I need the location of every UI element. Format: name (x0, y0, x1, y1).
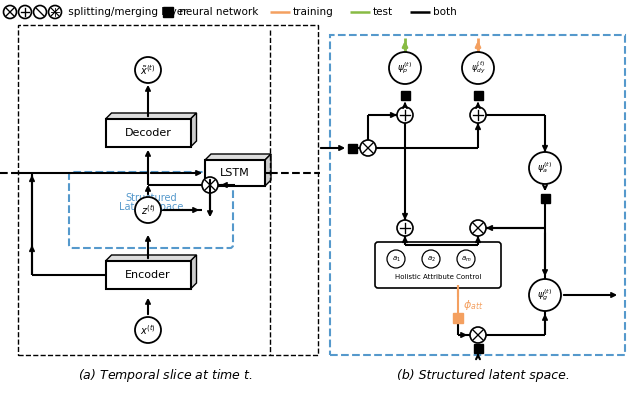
Text: $\phi_{att}$: $\phi_{att}$ (463, 298, 483, 312)
Circle shape (470, 327, 486, 343)
Circle shape (389, 52, 421, 84)
Bar (474, 344, 483, 353)
Polygon shape (205, 154, 271, 160)
Text: Holistic Attribute Control: Holistic Attribute Control (395, 274, 481, 280)
Text: neural network: neural network (176, 7, 259, 17)
Polygon shape (265, 154, 271, 186)
Text: training: training (293, 7, 333, 17)
Text: test: test (373, 7, 393, 17)
Text: $\psi_g^{(t)}$: $\psi_g^{(t)}$ (538, 287, 552, 303)
Text: Structured: Structured (125, 193, 177, 203)
Circle shape (202, 177, 218, 193)
Text: $x^{(t)}$: $x^{(t)}$ (140, 323, 156, 337)
Text: LSTM: LSTM (220, 168, 250, 178)
Text: Decoder: Decoder (125, 128, 172, 138)
FancyBboxPatch shape (375, 242, 501, 288)
Text: $a_m$: $a_m$ (461, 255, 471, 264)
FancyBboxPatch shape (205, 160, 265, 186)
Text: $\tilde{x}^{(t)}$: $\tilde{x}^{(t)}$ (140, 63, 156, 77)
Bar (348, 143, 356, 152)
Circle shape (360, 140, 376, 156)
Circle shape (387, 250, 405, 268)
Text: Encoder: Encoder (125, 270, 171, 280)
Polygon shape (191, 255, 196, 289)
Text: both: both (433, 7, 457, 17)
Circle shape (457, 250, 475, 268)
Circle shape (462, 52, 494, 84)
Bar (163, 7, 173, 17)
Text: $a_1$: $a_1$ (392, 255, 401, 264)
Text: $z^{(t)}$: $z^{(t)}$ (141, 203, 156, 217)
Circle shape (529, 152, 561, 184)
Circle shape (135, 317, 161, 343)
Text: $a_2$: $a_2$ (426, 255, 435, 264)
Bar (474, 91, 483, 100)
Circle shape (470, 220, 486, 236)
Text: $\psi_p^{(t)}$: $\psi_p^{(t)}$ (397, 60, 413, 76)
Circle shape (470, 107, 486, 123)
Text: $\psi_{dy}^{(t)}$: $\psi_{dy}^{(t)}$ (470, 60, 485, 76)
Text: $\psi_a^{(t)}$: $\psi_a^{(t)}$ (538, 160, 552, 175)
Circle shape (397, 220, 413, 236)
Text: Latent Space: Latent Space (119, 202, 183, 212)
FancyBboxPatch shape (106, 119, 191, 147)
Polygon shape (106, 255, 196, 261)
Bar (541, 193, 550, 203)
Circle shape (397, 107, 413, 123)
Text: (b) Structured latent space.: (b) Structured latent space. (397, 368, 570, 381)
Circle shape (529, 279, 561, 311)
FancyBboxPatch shape (106, 261, 191, 289)
Circle shape (135, 197, 161, 223)
Polygon shape (106, 113, 196, 119)
Text: splitting/merging layer: splitting/merging layer (65, 7, 188, 17)
Bar (453, 313, 463, 323)
Polygon shape (191, 113, 196, 147)
Circle shape (422, 250, 440, 268)
Bar (401, 91, 410, 100)
Circle shape (135, 57, 161, 83)
Text: (a) Temporal slice at time $t$.: (a) Temporal slice at time $t$. (77, 366, 252, 383)
